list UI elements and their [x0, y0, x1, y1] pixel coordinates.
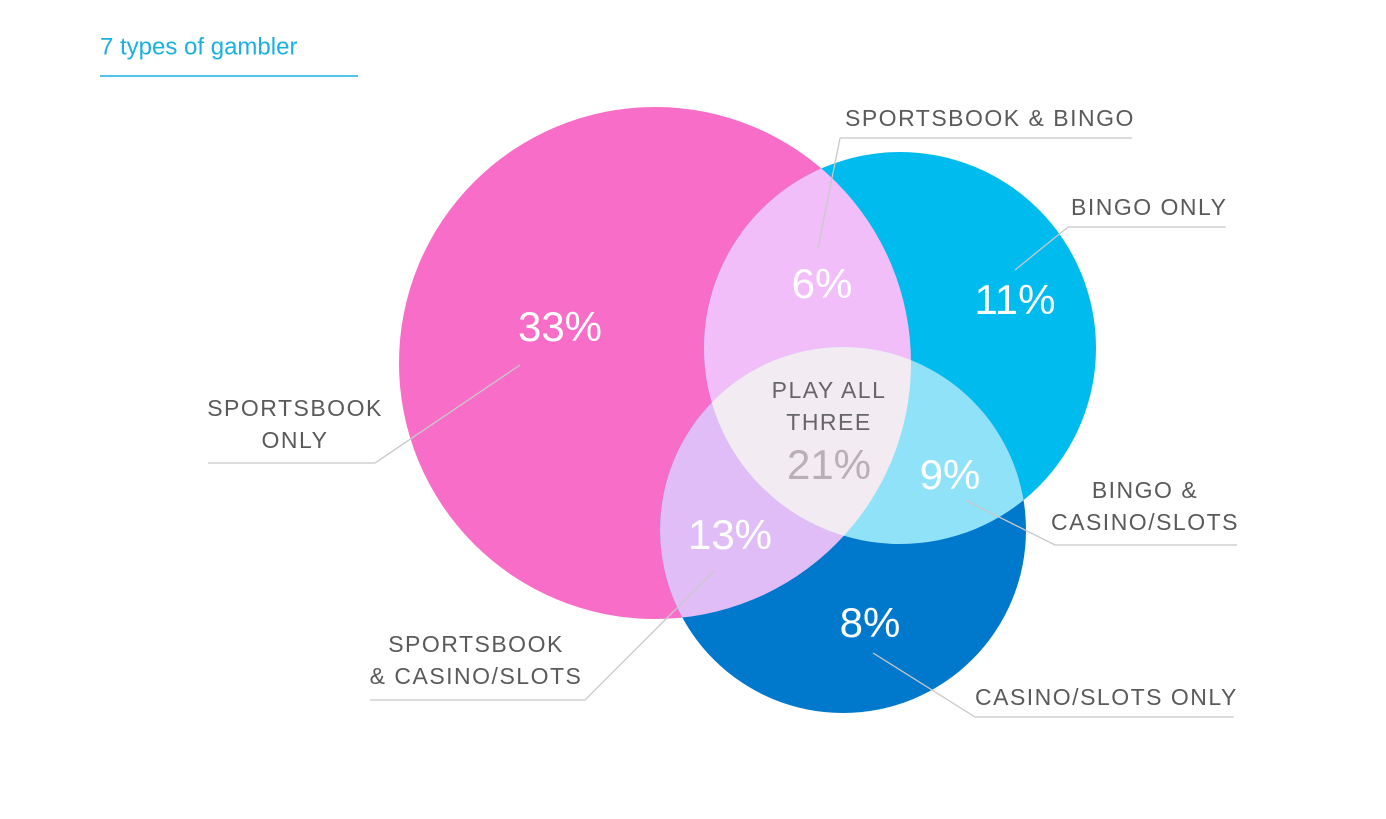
region-label: PLAY ALL THREE — [771, 377, 887, 435]
value-label: 33% — [518, 303, 602, 350]
leader-line — [964, 499, 1237, 546]
leader-line — [370, 570, 715, 701]
chart-title: 7 types of gambler — [100, 33, 297, 60]
region-label: BINGO ONLY — [1071, 194, 1228, 220]
leader-line — [872, 652, 1234, 718]
region-label: CASINO/SLOTS ONLY — [975, 684, 1238, 710]
region-label: SPORTSBOOK & CASINO/SLOTS — [369, 631, 583, 689]
leader-line — [208, 364, 521, 464]
value-label: 11% — [975, 276, 1056, 323]
value-label: 6% — [792, 260, 853, 307]
value-label: 13% — [688, 511, 772, 558]
value-label: 21% — [787, 441, 871, 488]
region-label: BINGO & CASINO/SLOTS — [1051, 477, 1239, 535]
value-label: 9% — [920, 451, 981, 498]
leader-line — [817, 137, 1132, 249]
region-label: SPORTSBOOK ONLY — [207, 395, 383, 453]
region-label: SPORTSBOOK & BINGO — [845, 105, 1135, 131]
overlap-all — [704, 347, 911, 544]
leader-line — [1014, 226, 1226, 271]
value-label: 8% — [840, 599, 901, 646]
